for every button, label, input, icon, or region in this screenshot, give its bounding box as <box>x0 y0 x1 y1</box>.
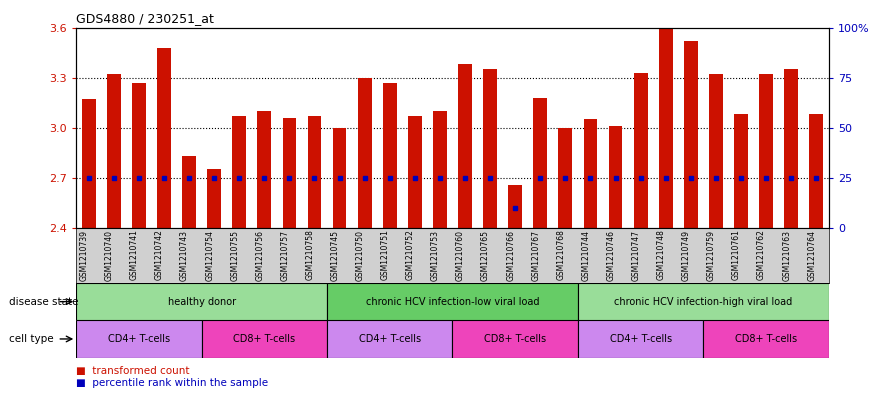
Text: CD4+ T-cells: CD4+ T-cells <box>609 334 672 344</box>
Text: disease state: disease state <box>9 297 79 307</box>
Bar <box>257 111 271 228</box>
Text: ■  transformed count: ■ transformed count <box>76 366 190 376</box>
Text: healthy donor: healthy donor <box>168 297 236 307</box>
Text: GSM1210761: GSM1210761 <box>732 230 741 281</box>
Bar <box>307 116 322 228</box>
Bar <box>157 48 171 228</box>
Bar <box>633 73 648 228</box>
Text: GSM1210744: GSM1210744 <box>582 230 590 281</box>
Bar <box>327 283 578 320</box>
Bar <box>734 114 748 228</box>
Text: GSM1210743: GSM1210743 <box>180 230 189 281</box>
Bar <box>132 83 146 228</box>
Text: cell type: cell type <box>9 334 54 344</box>
Text: GSM1210741: GSM1210741 <box>130 230 139 281</box>
Text: GSM1210760: GSM1210760 <box>456 230 465 281</box>
Text: GSM1210765: GSM1210765 <box>481 230 490 281</box>
Text: GSM1210746: GSM1210746 <box>607 230 616 281</box>
Text: CD8+ T-cells: CD8+ T-cells <box>233 334 296 344</box>
Bar <box>784 69 798 228</box>
Text: GSM1210755: GSM1210755 <box>230 230 239 281</box>
Text: GSM1210768: GSM1210768 <box>556 230 565 281</box>
Text: GSM1210764: GSM1210764 <box>807 230 816 281</box>
Text: GSM1210739: GSM1210739 <box>80 230 89 281</box>
Text: CD4+ T-cells: CD4+ T-cells <box>108 334 170 344</box>
Bar <box>458 64 472 228</box>
Text: CD8+ T-cells: CD8+ T-cells <box>484 334 547 344</box>
Text: chronic HCV infection-low viral load: chronic HCV infection-low viral load <box>366 297 539 307</box>
Bar <box>684 41 698 228</box>
Bar <box>583 119 598 228</box>
Bar <box>408 116 422 228</box>
Text: GSM1210745: GSM1210745 <box>331 230 340 281</box>
Bar <box>452 320 578 358</box>
Text: GSM1210759: GSM1210759 <box>707 230 716 281</box>
Bar <box>207 169 221 228</box>
Bar <box>232 116 246 228</box>
Text: chronic HCV infection-high viral load: chronic HCV infection-high viral load <box>615 297 792 307</box>
Bar <box>759 74 773 228</box>
Bar <box>483 69 497 228</box>
Bar <box>282 118 297 228</box>
Text: ■  percentile rank within the sample: ■ percentile rank within the sample <box>76 378 268 388</box>
Bar <box>533 97 547 228</box>
Bar <box>809 114 823 228</box>
Bar <box>182 156 196 228</box>
Bar <box>703 320 829 358</box>
Text: GSM1210766: GSM1210766 <box>506 230 515 281</box>
Bar <box>659 28 673 228</box>
Text: GSM1210748: GSM1210748 <box>657 230 666 281</box>
Bar <box>202 320 327 358</box>
Text: GSM1210762: GSM1210762 <box>757 230 766 281</box>
Text: GSM1210751: GSM1210751 <box>381 230 390 281</box>
Bar <box>76 283 327 320</box>
Bar <box>107 74 121 228</box>
Text: GSM1210740: GSM1210740 <box>105 230 114 281</box>
Bar <box>76 320 202 358</box>
Text: GSM1210757: GSM1210757 <box>280 230 289 281</box>
Bar <box>358 78 372 228</box>
Text: GSM1210752: GSM1210752 <box>406 230 415 281</box>
Text: GSM1210742: GSM1210742 <box>155 230 164 281</box>
Text: GSM1210763: GSM1210763 <box>782 230 791 281</box>
Text: GSM1210749: GSM1210749 <box>682 230 691 281</box>
Bar <box>508 184 522 228</box>
Text: CD4+ T-cells: CD4+ T-cells <box>358 334 421 344</box>
Bar <box>578 283 829 320</box>
Text: GSM1210753: GSM1210753 <box>431 230 440 281</box>
Bar <box>327 320 452 358</box>
Text: GSM1210756: GSM1210756 <box>255 230 264 281</box>
Bar <box>709 74 723 228</box>
Text: CD8+ T-cells: CD8+ T-cells <box>735 334 797 344</box>
Bar <box>433 111 447 228</box>
Text: GSM1210754: GSM1210754 <box>205 230 214 281</box>
Text: GSM1210767: GSM1210767 <box>531 230 540 281</box>
Bar <box>383 83 397 228</box>
Bar <box>608 126 623 228</box>
Text: GSM1210758: GSM1210758 <box>306 230 314 281</box>
Text: GDS4880 / 230251_at: GDS4880 / 230251_at <box>76 12 214 25</box>
Text: GSM1210747: GSM1210747 <box>632 230 641 281</box>
Bar <box>332 128 347 228</box>
Text: GSM1210750: GSM1210750 <box>356 230 365 281</box>
Bar <box>578 320 703 358</box>
Bar <box>558 128 573 228</box>
Bar <box>82 99 96 228</box>
